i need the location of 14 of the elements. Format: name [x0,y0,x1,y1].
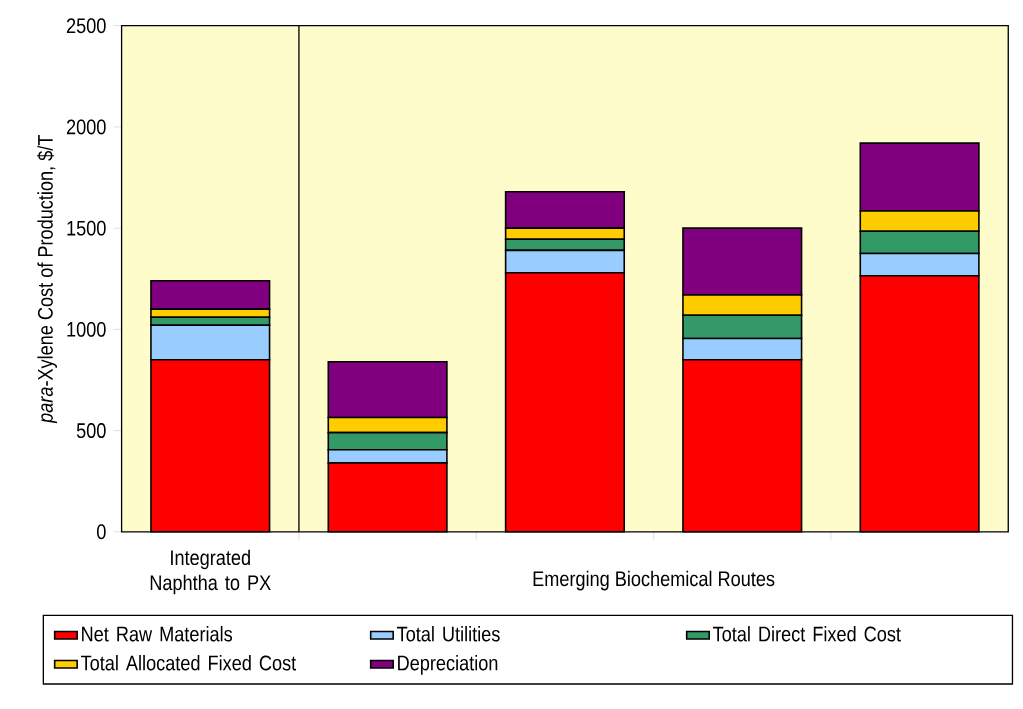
y-tick-label: 500 [76,423,106,439]
y-tick-label: 1000 [67,322,106,337]
legend-label: Net Raw Materials [82,626,233,642]
legend-label: Total Allocated Fixed Cost [81,655,297,671]
y-tick-label: 2500 [66,18,106,34]
y-tick-label: 2000 [66,119,106,135]
text: Emerging Biochemical Routes [533,570,775,591]
legend-label: Total Utilities [397,626,500,642]
x-tick-label: Integrated Naphtha to PX [150,549,271,595]
y-tick-label: 1500 [67,220,106,236]
legend-label: Depreciation [398,655,498,675]
y-axis-title: para-Xylene Cost of Production, $/T [37,135,58,424]
y-tick-label: 0 [97,524,106,540]
legend-label: Total Direct Fixed Cost [713,626,901,642]
